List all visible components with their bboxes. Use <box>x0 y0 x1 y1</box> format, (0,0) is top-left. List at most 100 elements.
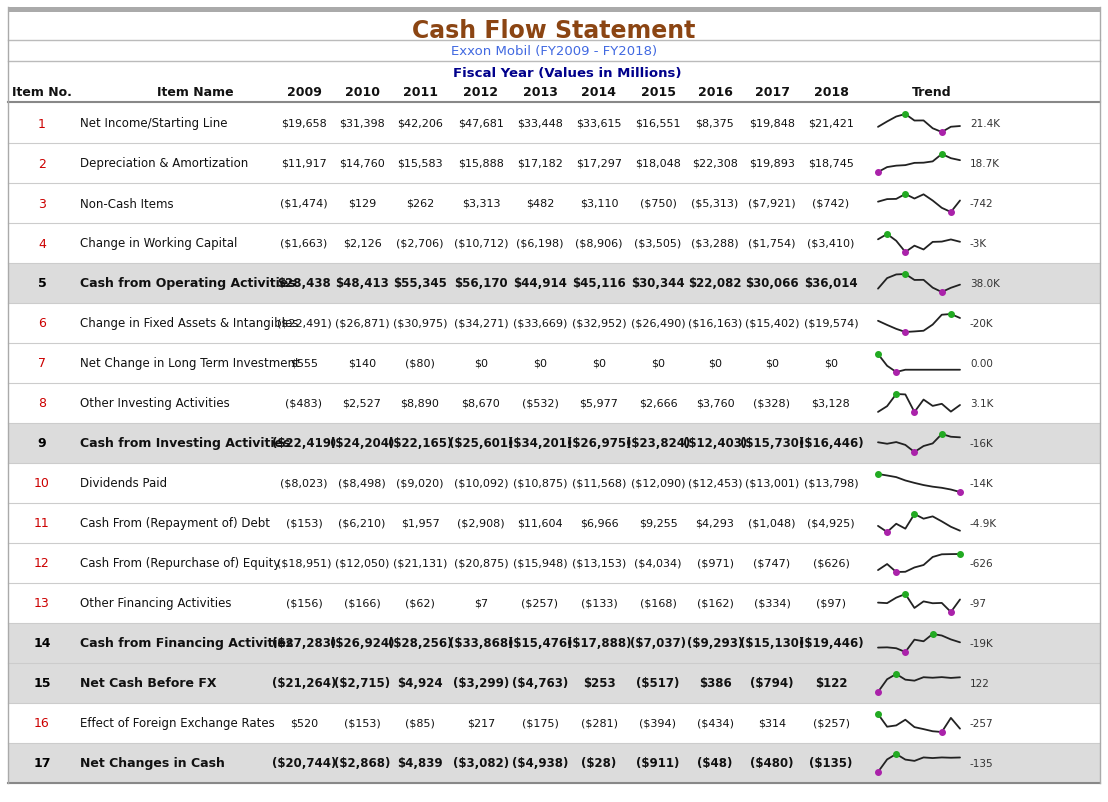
Text: Cash Flow Statement: Cash Flow Statement <box>412 19 696 43</box>
Text: 2009: 2009 <box>287 85 321 99</box>
Text: $2,666: $2,666 <box>638 399 677 408</box>
Text: ($517): ($517) <box>636 677 679 690</box>
Text: Item Name: Item Name <box>156 85 234 99</box>
Text: ($97): ($97) <box>815 598 847 608</box>
Text: $555: $555 <box>290 358 318 369</box>
Text: $0: $0 <box>708 358 722 369</box>
Text: 2015: 2015 <box>640 85 676 99</box>
Bar <box>8 224 1100 264</box>
Text: $17,297: $17,297 <box>576 159 622 168</box>
Text: $3,760: $3,760 <box>696 399 735 408</box>
Text: $314: $314 <box>758 718 786 728</box>
Text: ($162): ($162) <box>697 598 733 608</box>
Text: ($16,446): ($16,446) <box>799 437 863 450</box>
Bar <box>8 343 1100 383</box>
Text: ($3,505): ($3,505) <box>635 239 681 249</box>
Text: ($21,264): ($21,264) <box>271 677 336 690</box>
Text: $31,398: $31,398 <box>339 119 384 129</box>
Text: 13: 13 <box>34 597 50 610</box>
Text: ($20,875): ($20,875) <box>453 558 509 569</box>
Text: Change in Working Capital: Change in Working Capital <box>80 237 237 250</box>
Text: ($394): ($394) <box>639 718 677 728</box>
Text: $21,421: $21,421 <box>808 119 854 129</box>
Bar <box>8 41 1100 62</box>
Text: ($483): ($483) <box>286 399 322 408</box>
Text: ($5,313): ($5,313) <box>691 199 739 209</box>
Text: ($12,403): ($12,403) <box>683 437 747 450</box>
Text: $0: $0 <box>533 358 547 369</box>
Text: ($626): ($626) <box>812 558 850 569</box>
Bar <box>8 264 1100 304</box>
Text: $5,977: $5,977 <box>579 399 618 408</box>
Text: ($133): ($133) <box>581 598 617 608</box>
Bar <box>8 543 1100 583</box>
Text: Trend: Trend <box>912 85 952 99</box>
Text: $8,670: $8,670 <box>462 399 501 408</box>
Text: $45,116: $45,116 <box>572 277 626 290</box>
Text: 16: 16 <box>34 717 50 730</box>
Text: ($15,402): ($15,402) <box>745 318 799 329</box>
Text: Depreciation & Amortization: Depreciation & Amortization <box>80 157 248 170</box>
Text: Non-Cash Items: Non-Cash Items <box>80 197 174 210</box>
Text: $0: $0 <box>765 358 779 369</box>
Bar <box>8 13 1100 41</box>
Text: $140: $140 <box>348 358 376 369</box>
Text: Cash From (Repurchase of) Equity: Cash From (Repurchase of) Equity <box>80 557 280 569</box>
Text: $18,745: $18,745 <box>808 159 854 168</box>
Text: $14,760: $14,760 <box>339 159 384 168</box>
Text: $4,924: $4,924 <box>397 677 443 690</box>
Text: $47,681: $47,681 <box>458 119 504 129</box>
Text: ($13,798): ($13,798) <box>803 479 859 488</box>
Text: ($1,048): ($1,048) <box>748 518 796 529</box>
Text: $36,014: $36,014 <box>804 277 858 290</box>
Text: ($747): ($747) <box>753 558 791 569</box>
Text: 2011: 2011 <box>402 85 438 99</box>
Text: ($22,419): ($22,419) <box>271 437 336 450</box>
Text: $33,615: $33,615 <box>576 119 622 129</box>
Text: $3,110: $3,110 <box>579 199 618 209</box>
Text: 15: 15 <box>33 677 51 690</box>
Text: $6,966: $6,966 <box>579 518 618 529</box>
Text: -16K: -16K <box>970 439 994 448</box>
Text: -626: -626 <box>970 558 994 569</box>
Text: 3: 3 <box>38 197 45 210</box>
Text: 2010: 2010 <box>345 85 380 99</box>
Text: Other Financing Activities: Other Financing Activities <box>80 597 232 610</box>
Text: $44,914: $44,914 <box>513 277 567 290</box>
Bar <box>8 184 1100 224</box>
Text: 18.7K: 18.7K <box>970 159 1001 168</box>
Bar <box>8 464 1100 504</box>
Text: 14: 14 <box>33 637 51 650</box>
Text: ($334): ($334) <box>753 598 790 608</box>
Text: $253: $253 <box>583 677 615 690</box>
Text: $2,126: $2,126 <box>342 239 381 249</box>
Text: 2012: 2012 <box>463 85 499 99</box>
Text: $0: $0 <box>652 358 665 369</box>
Text: ($168): ($168) <box>639 598 677 608</box>
Text: ($2,715): ($2,715) <box>334 677 390 690</box>
Text: $122: $122 <box>814 677 848 690</box>
Text: ($21,131): ($21,131) <box>393 558 448 569</box>
Text: ($23,824): ($23,824) <box>626 437 690 450</box>
Text: ($12,090): ($12,090) <box>630 479 685 488</box>
Text: $30,344: $30,344 <box>632 277 685 290</box>
Text: ($3,082): ($3,082) <box>453 756 509 770</box>
Text: ($1,474): ($1,474) <box>280 199 328 209</box>
Text: ($911): ($911) <box>636 756 679 770</box>
Text: ($2,706): ($2,706) <box>397 239 443 249</box>
Text: ($13,153): ($13,153) <box>572 558 626 569</box>
Text: $56,170: $56,170 <box>454 277 507 290</box>
Text: -3K: -3K <box>970 239 987 249</box>
Text: ($2,908): ($2,908) <box>458 518 505 529</box>
Text: ($19,446): ($19,446) <box>799 637 863 650</box>
Text: ($434): ($434) <box>697 718 733 728</box>
Text: ($175): ($175) <box>522 718 558 728</box>
Text: ($166): ($166) <box>343 598 380 608</box>
Text: ($15,476): ($15,476) <box>507 637 572 650</box>
Text: $48,413: $48,413 <box>335 277 389 290</box>
Text: ($10,712): ($10,712) <box>454 239 509 249</box>
Text: ($3,410): ($3,410) <box>808 239 854 249</box>
Text: ($26,975): ($26,975) <box>567 437 632 450</box>
Text: ($8,906): ($8,906) <box>575 239 623 249</box>
Text: ($156): ($156) <box>286 598 322 608</box>
